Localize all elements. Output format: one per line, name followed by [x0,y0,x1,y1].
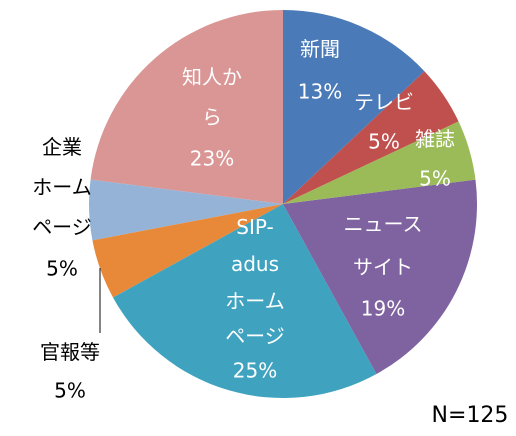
pie-slice [112,204,377,398]
pie-slice [283,10,425,204]
value-label: 25% [233,359,277,383]
slice-label: 知人から [182,65,242,129]
slice-label: 企業ホームページ [32,135,92,239]
slice-label: ニュースサイト [344,212,423,279]
slice-label: 雑誌 [415,127,455,151]
value-label: 5% [368,130,400,154]
value-label: 19% [361,297,405,321]
slice-label: 官報等 [40,340,100,364]
slice-label: 新聞 [300,37,340,61]
pie-slice [90,10,283,204]
value-label: 13% [298,80,342,104]
slice-label: テレビ [354,90,414,114]
pie-slice [92,204,283,298]
pie-slice [283,121,476,204]
value-label: 23% [190,147,234,171]
value-label: 5% [419,167,451,191]
value-label: 5% [46,257,78,281]
pie-slice [283,71,459,204]
pie-slice [89,179,283,241]
pie-slice [283,179,477,375]
value-label: 5% [54,379,86,403]
note: N=125 [432,403,509,428]
slice-label: SIP-adus ホームページ [225,215,285,348]
